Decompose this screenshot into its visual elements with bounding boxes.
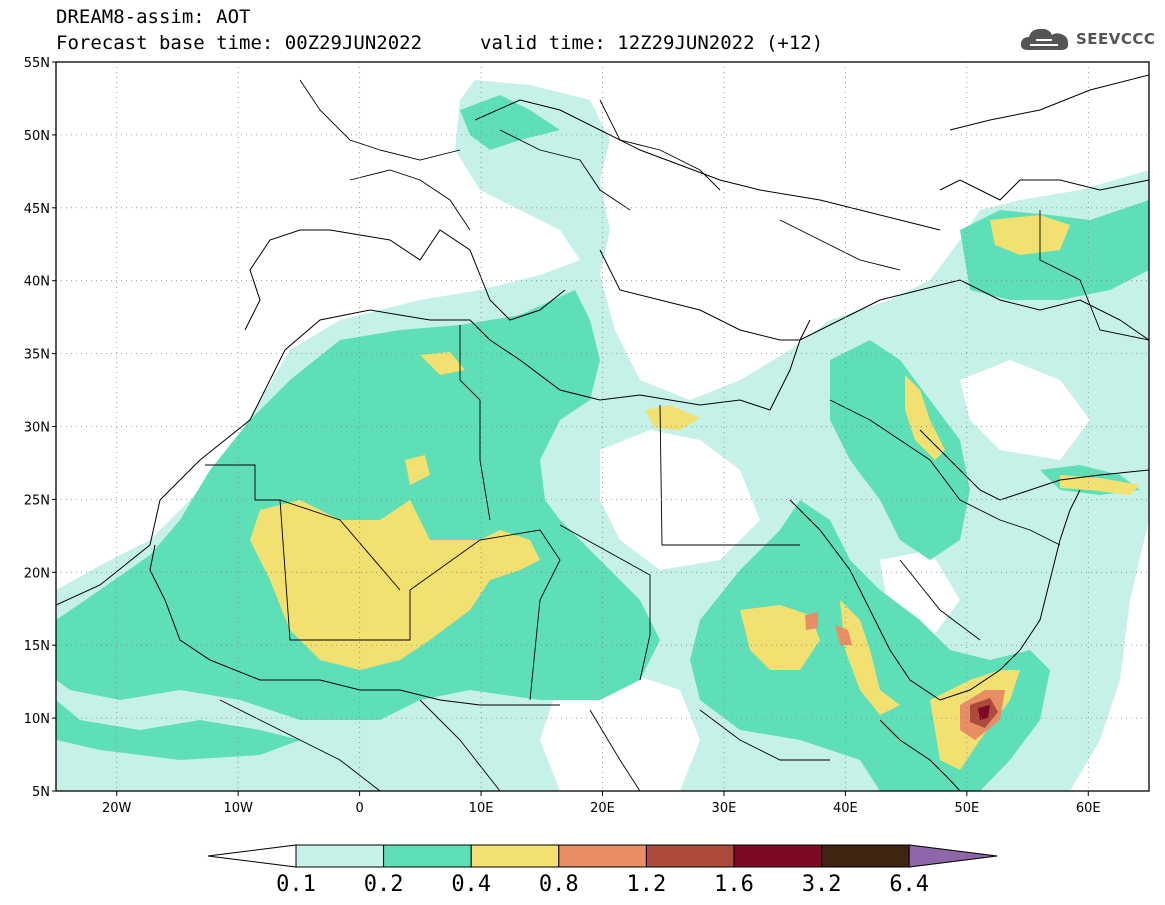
colorbar-under-triangle (207, 844, 297, 868)
lat-label: 10N (24, 712, 50, 727)
lat-label: 50N (24, 129, 50, 144)
lat-label: 20N (24, 566, 50, 581)
colorbar-swatch (645, 844, 735, 868)
lon-label: 20E (590, 801, 615, 816)
colorbar-label: 6.4 (889, 872, 929, 897)
colorbar-swatch (821, 844, 910, 868)
lat-label: 35N (24, 348, 50, 363)
lat-label: 30N (24, 421, 50, 436)
lat-label: 25N (24, 493, 50, 508)
aot-contours (56, 74, 1149, 791)
lon-label: 60E (1076, 801, 1101, 816)
aot-holes (540, 290, 1090, 791)
cloud-icon (1020, 28, 1069, 50)
colorbar-swatch (383, 844, 472, 868)
lat-label: 55N (24, 56, 50, 71)
lon-label: 20W (102, 801, 132, 816)
country-borders (205, 79, 1149, 791)
colorbar-swatch (295, 844, 385, 868)
lon-label: 50E (954, 801, 979, 816)
lat-label: 15N (24, 639, 50, 654)
colorbar-label: 1.6 (714, 872, 754, 897)
graticule (56, 62, 1149, 791)
colorbar-swatch (470, 844, 560, 868)
axes: 55N 50N 45N 40N 35N 30N 25N 20N 15N 10N 5N 20W 10W 0 1… (24, 56, 1101, 816)
coastlines (56, 74, 1149, 791)
lon-label: 10E (469, 801, 494, 816)
lat-label: 45N (24, 202, 50, 217)
colorbar-label: 3.2 (802, 872, 842, 897)
lat-label: 5N (32, 785, 50, 800)
colorbar-swatch (733, 844, 823, 868)
aot-level-0.4 (250, 215, 1140, 770)
seevccc-logo: SEEVCCC (1018, 24, 1158, 54)
colorbar-label: 1.2 (627, 872, 667, 897)
lon-label: 30E (712, 801, 737, 816)
colorbar-label: 0.1 (276, 872, 316, 897)
colorbar-label: 0.2 (364, 872, 404, 897)
aot-level-1.6 (978, 705, 990, 720)
colorbar-label: 0.8 (539, 872, 579, 897)
lat-label: 40N (24, 275, 50, 290)
forecast-base-time: Forecast base time: 00Z29JUN2022 (56, 32, 423, 54)
lon-label: 10W (223, 801, 253, 816)
logo-text: SEEVCCC (1076, 30, 1156, 48)
map-title: DREAM8-assim: AOT (56, 6, 251, 28)
colorbar-swatch (558, 844, 647, 868)
lon-label: 40E (833, 801, 858, 816)
lon-label: 0 (355, 801, 363, 816)
colorbar-label: 0.4 (451, 872, 491, 897)
colorbar-over-triangle (908, 844, 998, 868)
valid-time: valid time: 12Z29JUN2022 (+12) (480, 32, 824, 54)
colorbar: 0.1 0.2 0.4 0.8 1.2 1.6 3.2 6.4 (207, 844, 998, 897)
